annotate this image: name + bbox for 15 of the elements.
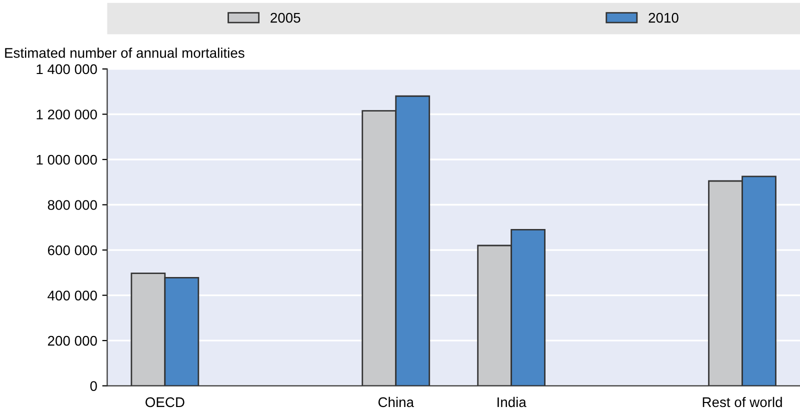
x-tick-label: Rest of world [702, 396, 782, 408]
y-tick-label: 800 000 [48, 200, 97, 210]
y-tick-label: 600 000 [48, 245, 97, 256]
legend-label: 2005 [270, 12, 300, 23]
y-tick-label: 200 000 [48, 336, 97, 346]
y-tick-label: 400 000 [48, 290, 97, 300]
y-tick-label: 1 400 000 [36, 64, 97, 74]
x-tick-label: OECD [146, 397, 184, 408]
x-tick-label: India [498, 396, 526, 408]
x-tick-label: China [378, 396, 414, 408]
y-tick-label: 1 200 000 [36, 110, 97, 120]
y-axis-title: Estimated number of annual mortalities [5, 48, 244, 58]
y-tick-label: 1 000 000 [36, 154, 97, 165]
legend-label: 2010 [648, 12, 678, 23]
y-tick-label: 0 [90, 381, 97, 391]
